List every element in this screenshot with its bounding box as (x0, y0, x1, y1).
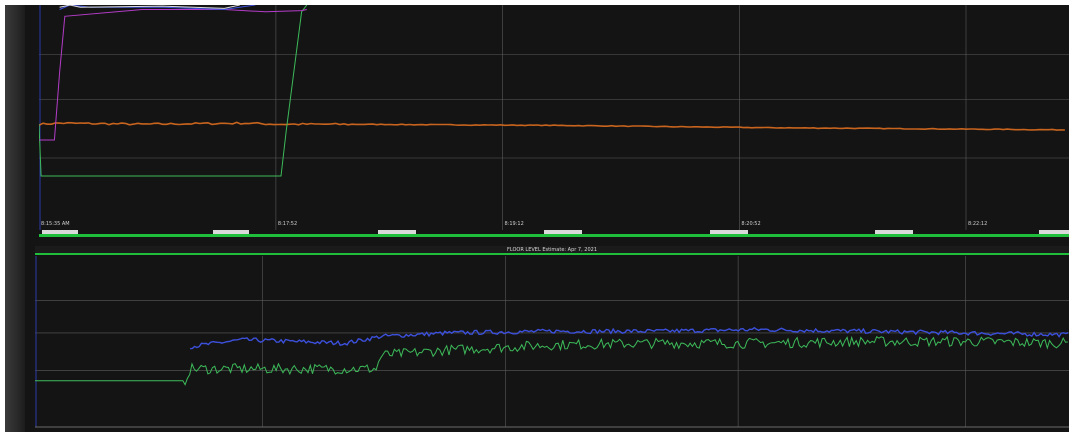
upper-x-tick-label: 8:15:35 AM (41, 221, 70, 227)
time-marker (875, 230, 913, 234)
upper-x-tick-label: 8:20:52 (741, 221, 760, 227)
upper-series-line (38, 121, 1065, 131)
upper-chart: 8:15:35 AM 8:17:52 8:19:12 8:20:52 8:22:12 (25, 5, 1069, 240)
lower-chart: FLOOR LEVEL Estimate: Apr 7, 2021 (35, 246, 1069, 432)
upper-grid (39, 5, 1069, 230)
time-marker (378, 230, 416, 234)
chart-frame: 8:15:35 AM 8:17:52 8:19:12 8:20:52 8:22:12 F… (5, 5, 1069, 432)
upper-series-line (39, 9, 307, 141)
upper-chart-svg: 8:15:35 AM 8:17:52 8:19:12 8:20:52 8:22:12 (25, 5, 1069, 240)
time-marker (710, 230, 748, 234)
lower-chart-title: FLOOR LEVEL Estimate: Apr 7, 2021 (507, 247, 597, 253)
lower-plot-background (35, 246, 1069, 432)
upper-x-ticks: 8:15:35 AM 8:17:52 8:19:12 8:20:52 8:22:12 (41, 221, 1069, 234)
time-marker (1039, 230, 1069, 234)
upper-series-line (59, 5, 240, 9)
upper-series (38, 5, 1065, 177)
left-rail (5, 5, 25, 432)
upper-plot-background (39, 5, 1069, 240)
time-marker (544, 230, 582, 234)
time-marker (213, 230, 249, 234)
upper-x-tick-label: 8:19:12 (505, 221, 524, 227)
lower-series (35, 326, 1069, 386)
time-marker (42, 230, 78, 234)
lower-header-strip (35, 246, 1069, 254)
upper-x-tick-label: 8:17:52 (278, 221, 297, 227)
lower-series-line (35, 335, 1068, 386)
upper-x-tick-label: 8:22:12 (968, 221, 987, 227)
lower-chart-svg: FLOOR LEVEL Estimate: Apr 7, 2021 (35, 246, 1069, 432)
lower-series-line (190, 326, 1069, 350)
divider-bar (25, 234, 1069, 237)
